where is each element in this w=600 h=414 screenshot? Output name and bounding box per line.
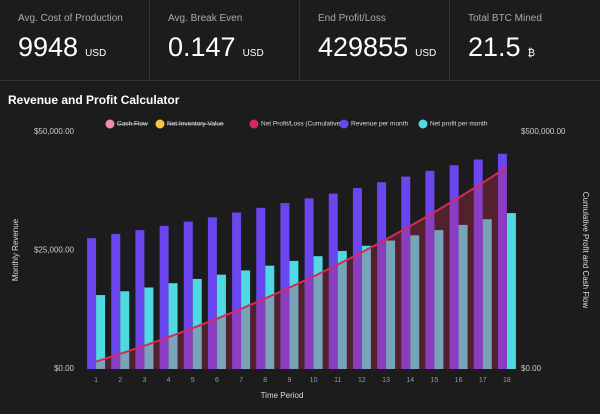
bar: [361, 245, 371, 369]
stat-value: 429855 USD: [318, 32, 437, 62]
x-tick-label: 16: [455, 377, 463, 384]
bar: [183, 221, 193, 369]
bar: [337, 250, 347, 369]
y-tick-label: $0.00: [54, 364, 75, 373]
y2-tick-label: $0.00: [521, 364, 542, 373]
stat-label: Avg. Break Even: [168, 13, 243, 24]
legend-swatch: [155, 119, 165, 129]
bar: [386, 240, 396, 369]
bar: [207, 217, 217, 369]
bar: [434, 230, 444, 369]
bar: [192, 278, 202, 369]
bar: [168, 283, 178, 369]
legend-swatch: [249, 119, 259, 129]
stat-label: Total BTC Mined: [468, 13, 542, 24]
y2-axis-label: Cumulative Profit and Cash Flow: [581, 192, 590, 309]
stat-value: 0.147 USD: [168, 32, 264, 62]
chart: Revenue and Profit Calculator Time Perio…: [8, 93, 590, 400]
stat-card: End Profit/Loss 429855 USD: [300, 0, 450, 80]
x-tick-label: 8: [263, 377, 267, 384]
legend-swatch: [105, 119, 115, 129]
stat-value: 9948 USD: [18, 32, 107, 62]
y-tick-label: $50,000.00: [34, 127, 75, 136]
x-tick-label: 17: [479, 377, 487, 384]
bar: [144, 287, 154, 369]
bar: [289, 260, 299, 369]
x-tick-label: 6: [215, 377, 219, 384]
x-tick-label: 15: [431, 377, 439, 384]
y-tick-label: $25,000.00: [34, 246, 75, 255]
stat-value: 21.5 ₿: [468, 32, 535, 62]
stat-label: Avg. Cost of Production: [18, 13, 123, 24]
bar: [120, 291, 130, 369]
legend-swatch: [339, 119, 349, 129]
bar: [313, 256, 323, 369]
x-tick-label: 4: [167, 377, 171, 384]
bar: [497, 153, 507, 369]
bar: [506, 213, 516, 369]
bar: [352, 187, 362, 369]
area: [96, 167, 507, 369]
stat-card: Avg. Cost of Production 9948 USD: [0, 0, 150, 80]
bar: [304, 198, 314, 369]
legend-swatch: [418, 119, 428, 129]
y-axis-label: Monthly Revenue: [11, 218, 20, 281]
legend-label: Revenue per month: [351, 121, 408, 128]
y2-tick-label: $500,000.00: [521, 127, 566, 136]
x-tick-label: 2: [118, 377, 122, 384]
x-tick-label: 9: [287, 377, 291, 384]
x-tick-label: 11: [334, 377, 341, 384]
stat-unit: USD: [85, 48, 107, 59]
bar: [241, 270, 251, 369]
x-tick-label: 10: [310, 377, 318, 384]
stat-unit: USD: [242, 48, 264, 59]
stat-label: End Profit/Loss: [318, 13, 386, 24]
chart-title: Revenue and Profit Calculator: [8, 93, 180, 107]
bar: [216, 274, 226, 369]
bar: [458, 224, 468, 369]
x-tick-label: 1: [94, 377, 98, 384]
bar: [135, 230, 145, 369]
x-tick-label: 7: [239, 377, 243, 384]
stat-unit: ₿: [527, 48, 535, 59]
stat-card: Avg. Break Even 0.147 USD: [150, 0, 300, 80]
bar: [449, 165, 459, 369]
x-tick-label: 5: [191, 377, 195, 384]
bar: [256, 207, 266, 369]
bar: [280, 203, 290, 369]
x-axis-label: Time Period: [261, 391, 304, 400]
bar: [401, 176, 411, 369]
legend-label: Cash Flow: [117, 121, 148, 128]
line: [95, 166, 508, 363]
bar: [410, 235, 420, 369]
bar: [473, 159, 483, 369]
x-tick-label: 14: [406, 377, 414, 384]
bar: [425, 170, 435, 369]
bar: [265, 265, 275, 369]
bar: [87, 238, 97, 369]
x-tick-label: 13: [382, 377, 390, 384]
cards: Avg. Cost of Production 9948 USD Avg. Break…: [0, 0, 600, 81]
bar: [159, 225, 169, 369]
bar: [482, 219, 492, 369]
legend-label: Net Inventory Value: [167, 121, 224, 128]
x-tick-label: 3: [142, 377, 146, 384]
stat-card: Total BTC Mined 21.5 ₿: [450, 0, 600, 80]
legend-label: Net Profit/Loss (Cumulative): [261, 121, 342, 128]
x-tick-label: 12: [358, 377, 366, 384]
bar: [377, 182, 387, 369]
bar: [328, 193, 338, 369]
x-tick-label: 18: [503, 377, 511, 384]
bar: [111, 233, 121, 369]
stat-unit: USD: [415, 48, 437, 59]
bar: [232, 212, 242, 369]
legend-label: Net profit per month: [430, 121, 488, 128]
bar: [96, 295, 106, 369]
